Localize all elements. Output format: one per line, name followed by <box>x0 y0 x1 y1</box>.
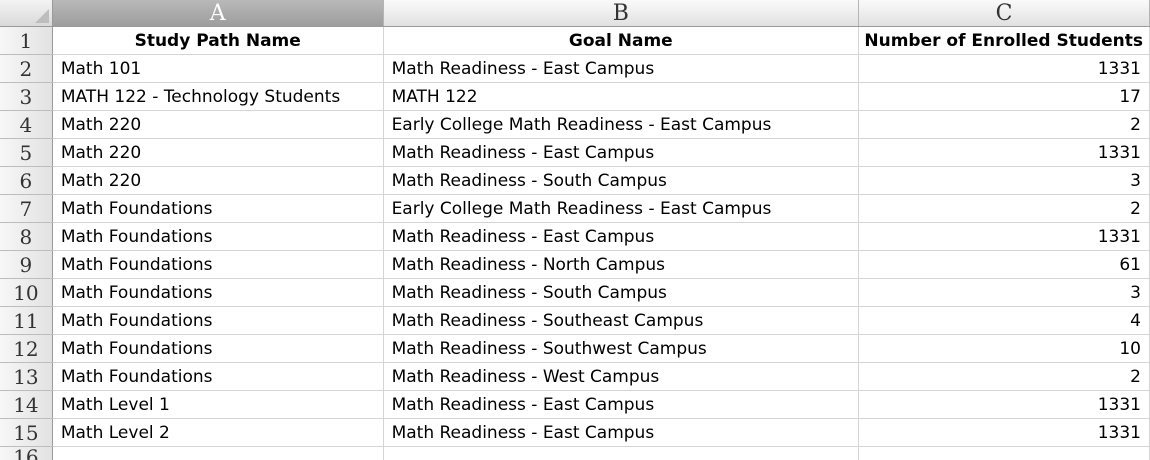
row-number[interactable]: 1 <box>0 26 53 55</box>
cell-enrolled[interactable]: 1331 <box>858 418 1150 447</box>
cell-goal[interactable]: Math Readiness - South Campus <box>383 278 860 307</box>
select-all-triangle-icon <box>34 9 49 23</box>
row-number[interactable]: 9 <box>0 250 53 279</box>
table-row-partial: 16 <box>0 446 1150 460</box>
cell-enrolled[interactable]: 1331 <box>858 138 1150 167</box>
row-number[interactable]: 3 <box>0 82 53 111</box>
cell-study-path[interactable]: Math Level 2 <box>52 418 384 447</box>
table-row: 2 Math 101 Math Readiness - East Campus 133… <box>0 54 1150 83</box>
cell-study-path[interactable]: Math Foundations <box>52 362 384 391</box>
cell-study-path[interactable]: Math Foundations <box>52 250 384 279</box>
cell-enrolled[interactable]: 3 <box>858 278 1150 307</box>
cell-enrolled[interactable]: 1331 <box>858 390 1150 419</box>
cell-study-path[interactable]: Math Foundations <box>52 334 384 363</box>
row-number[interactable]: 14 <box>0 390 53 419</box>
table-row: 9 Math Foundations Math Readiness - North … <box>0 250 1150 279</box>
cell-goal[interactable]: Math Readiness - West Campus <box>383 362 860 391</box>
table-row: 5 Math 220 Math Readiness - East Campus 133… <box>0 138 1150 167</box>
cell-enrolled[interactable]: 3 <box>858 166 1150 195</box>
cell-enrolled[interactable]: 4 <box>858 306 1150 335</box>
row-number[interactable]: 12 <box>0 334 53 363</box>
row-number[interactable]: 8 <box>0 222 53 251</box>
cell-goal[interactable]: Math Readiness - South Campus <box>383 166 860 195</box>
cell-study-path[interactable]: MATH 122 - Technology Students <box>52 82 384 111</box>
row-number[interactable]: 6 <box>0 166 53 195</box>
table-header-row: 1 Study Path Name Goal Name Number of En… <box>0 26 1150 55</box>
cell-header-goal[interactable]: Goal Name <box>383 26 860 55</box>
cell-enrolled[interactable]: 2 <box>858 362 1150 391</box>
cell-study-path[interactable]: Math 220 <box>52 138 384 167</box>
table-row: 8 Math Foundations Math Readiness - East C… <box>0 222 1150 251</box>
cell-enrolled[interactable]: 61 <box>858 250 1150 279</box>
cell-goal[interactable]: Early College Math Readiness - East Camp… <box>383 194 860 223</box>
cell-enrolled[interactable]: 17 <box>858 82 1150 111</box>
cell-study-path[interactable]: Math Foundations <box>52 306 384 335</box>
row-number[interactable]: 16 <box>0 446 53 460</box>
row-number[interactable]: 13 <box>0 362 53 391</box>
cell-study-path[interactable]: Math 220 <box>52 166 384 195</box>
empty-cell[interactable] <box>858 446 1150 460</box>
cell-goal[interactable]: MATH 122 <box>383 82 860 111</box>
row-number[interactable]: 5 <box>0 138 53 167</box>
cell-enrolled[interactable]: 10 <box>858 334 1150 363</box>
column-header-a[interactable]: A <box>52 0 384 27</box>
cell-study-path[interactable]: Math Level 1 <box>52 390 384 419</box>
table-row: 13 Math Foundations Math Readiness - West … <box>0 362 1150 391</box>
cell-goal[interactable]: Math Readiness - East Campus <box>383 138 860 167</box>
cell-header-enrolled[interactable]: Number of Enrolled Students <box>858 26 1150 55</box>
cell-enrolled[interactable]: 2 <box>858 194 1150 223</box>
table-row: 12 Math Foundations Math Readiness - South… <box>0 334 1150 363</box>
cell-goal[interactable]: Math Readiness - East Campus <box>383 418 860 447</box>
cell-study-path[interactable]: Math Foundations <box>52 222 384 251</box>
empty-cell[interactable] <box>52 446 384 460</box>
table-row: 3 MATH 122 - Technology Students MATH 122 1… <box>0 82 1150 111</box>
column-header-row: A B C <box>0 0 1150 27</box>
cell-study-path[interactable]: Math Foundations <box>52 194 384 223</box>
cell-goal[interactable]: Math Readiness - Southwest Campus <box>383 334 860 363</box>
table-row: 6 Math 220 Math Readiness - South Campus 3 <box>0 166 1150 195</box>
select-all-corner[interactable] <box>0 0 53 27</box>
cell-enrolled[interactable]: 1331 <box>858 222 1150 251</box>
row-number[interactable]: 15 <box>0 418 53 447</box>
cell-enrolled[interactable]: 2 <box>858 110 1150 139</box>
cell-goal[interactable]: Math Readiness - East Campus <box>383 54 860 83</box>
row-number[interactable]: 11 <box>0 306 53 335</box>
cell-goal[interactable]: Math Readiness - Southeast Campus <box>383 306 860 335</box>
table-row: 10 Math Foundations Math Readiness - South… <box>0 278 1150 307</box>
cell-study-path[interactable]: Math 101 <box>52 54 384 83</box>
row-number[interactable]: 2 <box>0 54 53 83</box>
row-number[interactable]: 4 <box>0 110 53 139</box>
table-row: 7 Math Foundations Early College Math Read… <box>0 194 1150 223</box>
row-number[interactable]: 7 <box>0 194 53 223</box>
cell-study-path[interactable]: Math Foundations <box>52 278 384 307</box>
row-number[interactable]: 10 <box>0 278 53 307</box>
cell-goal[interactable]: Math Readiness - East Campus <box>383 222 860 251</box>
cell-goal[interactable]: Math Readiness - East Campus <box>383 390 860 419</box>
table-row: 15 Math Level 2 Math Readiness - East Camp… <box>0 418 1150 447</box>
table-row: 11 Math Foundations Math Readiness - South… <box>0 306 1150 335</box>
table-row: 14 Math Level 1 Math Readiness - East Camp… <box>0 390 1150 419</box>
column-header-c[interactable]: C <box>858 0 1150 27</box>
cell-goal[interactable]: Early College Math Readiness - East Camp… <box>383 110 860 139</box>
cell-header-study-path[interactable]: Study Path Name <box>52 26 384 55</box>
cell-enrolled[interactable]: 1331 <box>858 54 1150 83</box>
empty-cell[interactable] <box>383 446 860 460</box>
cell-goal[interactable]: Math Readiness - North Campus <box>383 250 860 279</box>
cell-study-path[interactable]: Math 220 <box>52 110 384 139</box>
table-row: 4 Math 220 Early College Math Readiness - … <box>0 110 1150 139</box>
column-header-b[interactable]: B <box>383 0 860 27</box>
